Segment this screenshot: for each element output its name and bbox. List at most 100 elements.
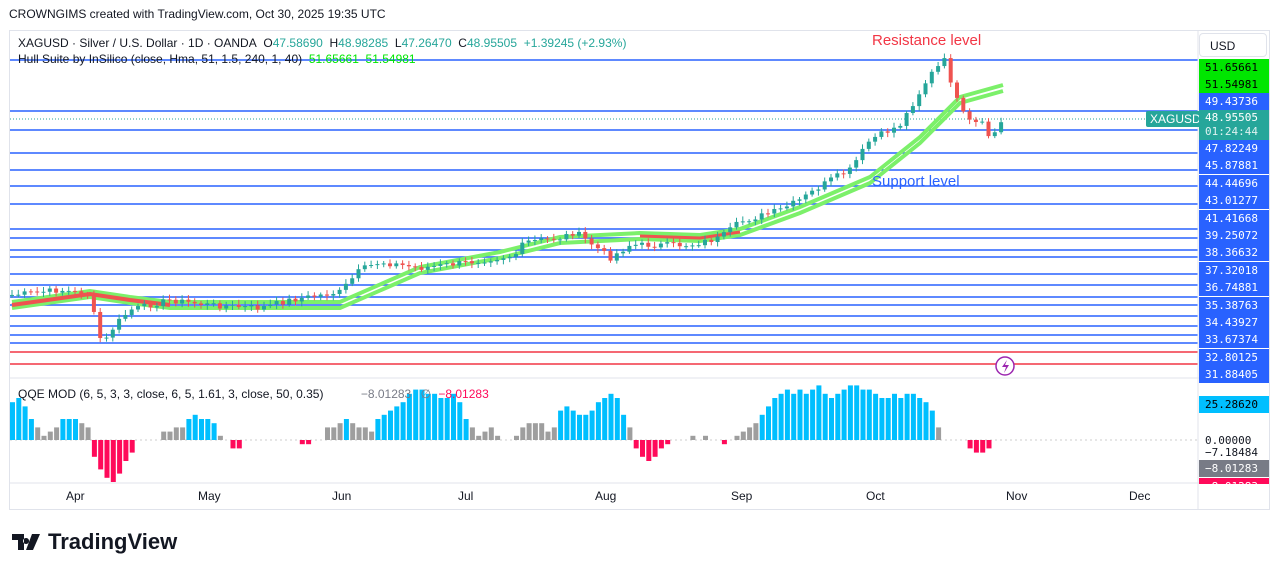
symbol-title[interactable]: XAGUSD · Silver / U.S. Dollar · 1D · OAN… <box>18 36 257 50</box>
qqe-histogram-bar <box>980 440 985 453</box>
candle <box>703 240 707 245</box>
qqe-histogram-bar <box>16 398 21 440</box>
candle <box>357 269 361 278</box>
qqe-scale-1: 25.28620 <box>1199 396 1269 413</box>
time-axis-label: Sep <box>731 489 752 503</box>
current-price-label: 48.95505 01:24:44 <box>1199 110 1269 140</box>
candle <box>564 234 568 239</box>
qqe-histogram-bar <box>123 440 128 461</box>
level-label: 47.82249 <box>1199 140 1269 157</box>
qqe-histogram-bar <box>627 427 632 440</box>
qqe-histogram-bar <box>306 440 311 444</box>
candle <box>583 232 587 239</box>
candle <box>558 239 562 240</box>
candle <box>527 241 531 243</box>
tradingview-logo[interactable]: TradingView <box>12 529 177 555</box>
level-label: 43.01277 <box>1199 192 1269 209</box>
qqe-histogram-bar <box>798 390 803 440</box>
qqe-histogram-bar <box>577 415 582 440</box>
qqe-scale-3: −7.18484 <box>1199 444 1269 461</box>
candle <box>829 177 833 181</box>
qqe-histogram-bar <box>747 427 752 440</box>
candle <box>810 191 814 195</box>
time-axis-label: May <box>198 489 221 503</box>
level-label: 34.43927 <box>1199 314 1269 331</box>
candle <box>287 299 291 305</box>
candle <box>709 240 713 242</box>
qqe-histogram-bar <box>816 385 821 440</box>
qqe-histogram-bar <box>445 398 450 440</box>
qqe-histogram-bar <box>325 427 330 440</box>
candle <box>401 263 405 265</box>
candle <box>344 284 348 290</box>
currency-button[interactable]: USD <box>1199 33 1267 57</box>
support-annotation: Support level <box>872 173 960 190</box>
candle <box>879 131 883 137</box>
candle <box>92 296 96 312</box>
candle <box>42 292 46 293</box>
qqe-histogram-bar <box>621 415 626 440</box>
candle <box>835 173 839 177</box>
qqe-histogram-bar <box>73 419 78 440</box>
tradingview-logo-icon <box>12 534 42 550</box>
candle <box>728 227 732 232</box>
candle <box>224 306 228 309</box>
qqe-histogram-bar <box>344 419 349 440</box>
qqe-histogram-bar <box>804 394 809 440</box>
qqe-histogram-bar <box>735 436 740 440</box>
candle <box>237 305 241 307</box>
qqe-histogram-bar <box>54 427 59 440</box>
qqe-histogram-bar <box>375 419 380 440</box>
candle <box>508 257 512 259</box>
qqe-histogram-bar <box>520 427 525 440</box>
candle <box>149 304 153 308</box>
qqe-legend: QQE MOD (6, 5, 3, 3, close, 6, 5, 1.61, … <box>18 387 489 401</box>
candle <box>489 261 493 262</box>
candle <box>892 128 896 133</box>
qqe-histogram-bar <box>212 423 217 440</box>
candle <box>520 243 524 254</box>
qqe-histogram-bar <box>180 427 185 440</box>
qqe-histogram-bar <box>968 440 973 448</box>
candle <box>67 291 71 292</box>
change-value: +1.39245 (+2.93%) <box>524 36 627 50</box>
candle <box>672 242 676 243</box>
candle <box>231 305 235 306</box>
candle <box>659 244 663 248</box>
open-label: O <box>263 36 272 50</box>
candle <box>968 111 972 119</box>
candle <box>678 243 682 246</box>
qqe-histogram-bar <box>552 427 557 440</box>
qqe-histogram-bar <box>300 440 305 444</box>
candle <box>842 173 846 174</box>
candle <box>634 245 638 246</box>
candle <box>470 261 474 263</box>
qqe-name[interactable]: QQE MOD (6, 5, 3, 3, close, 6, 5, 1.61, … <box>18 387 323 401</box>
qqe-histogram-bar <box>653 440 658 457</box>
qqe-histogram-bar <box>911 394 916 440</box>
symbol-legend: XAGUSD · Silver / U.S. Dollar · 1D · OAN… <box>18 36 626 50</box>
candle <box>388 263 392 266</box>
candle <box>930 72 934 84</box>
qqe-histogram-bar <box>640 440 645 457</box>
qqe-histogram-bar <box>10 402 15 440</box>
indicator-name[interactable]: Hull Suite by InSilico (close, Hma, 51, … <box>18 52 302 66</box>
time-axis-label: Dec <box>1129 489 1150 503</box>
qqe-histogram-bar <box>193 415 198 440</box>
resistance-annotation: Resistance level <box>872 32 981 49</box>
qqe-histogram-bar <box>924 402 929 440</box>
qqe-histogram-bar <box>533 423 538 440</box>
candle <box>174 300 178 304</box>
qqe-histogram-bar <box>35 427 40 440</box>
candle <box>886 131 890 132</box>
qqe-histogram-bar <box>590 411 595 440</box>
candle <box>451 263 455 265</box>
qqe-histogram-bar <box>48 432 53 440</box>
qqe-histogram-bar <box>67 419 72 440</box>
qqe-histogram-bar <box>791 394 796 440</box>
candle <box>382 263 386 264</box>
candle <box>243 306 247 307</box>
candle <box>722 232 726 236</box>
candle <box>161 299 165 306</box>
